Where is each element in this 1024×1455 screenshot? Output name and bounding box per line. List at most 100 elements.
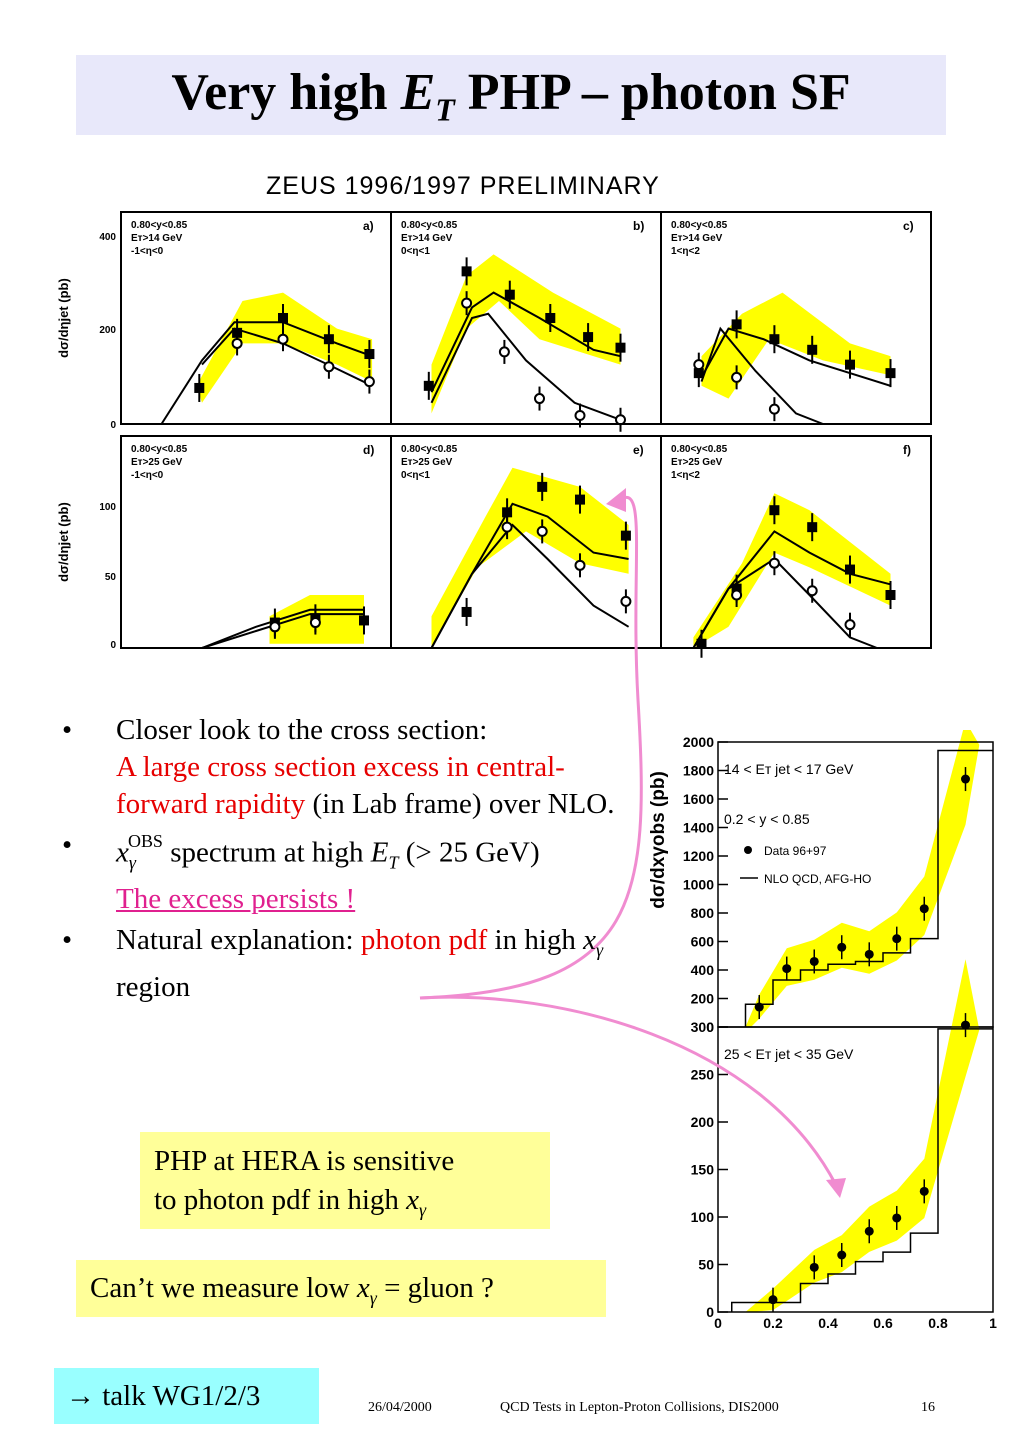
panel-label: Eт>14 GeV bbox=[131, 233, 183, 244]
panel-a: 0.80<y<0.85 Eт>14 GeV -1<η<0 a) bbox=[120, 211, 392, 425]
footer-title: QCD Tests in Lepton-Proton Collisions, D… bbox=[500, 1400, 779, 1415]
data-point-open bbox=[844, 619, 856, 631]
data-point-full bbox=[845, 359, 855, 370]
y-tick-label: 50 bbox=[698, 1257, 714, 1273]
nlo-band-b bbox=[431, 254, 621, 414]
data-point-open bbox=[768, 403, 780, 415]
data-point bbox=[919, 1186, 929, 1196]
arrow-to-xgamma bbox=[419, 995, 838, 1186]
data-point bbox=[892, 934, 902, 944]
bullet-1: • Closer look to the cross section: A la… bbox=[62, 714, 615, 820]
gluon-question: Can’t we measure low xγ = gluon ? bbox=[76, 1260, 606, 1317]
y-tick-label: 250 bbox=[691, 1067, 715, 1083]
xgamma-panel-bottom: 300 250 200 150 100 50 0 25 < Eт jet < 35 GeV bbox=[691, 959, 994, 1320]
panel-label: Eт>14 GeV bbox=[671, 233, 723, 244]
panel-f: 0.80<y<0.85 Eт>25 GeV 1<η<2 f) bbox=[660, 435, 932, 658]
nlo-curve-direct-f bbox=[692, 557, 878, 649]
data-point-open bbox=[768, 557, 780, 569]
data-point bbox=[809, 1262, 819, 1272]
range-label: 0.2 < y < 0.85 bbox=[724, 811, 810, 827]
excess-persists-link: The excess persists ! bbox=[116, 883, 356, 916]
nlo-band-a bbox=[196, 292, 373, 403]
panel-label: 0<η<1 bbox=[401, 470, 430, 481]
nlo-curve-direct-c bbox=[700, 326, 824, 425]
data-point-full bbox=[537, 481, 548, 492]
nlo-curve-full-a bbox=[160, 321, 373, 425]
data-point-full bbox=[194, 382, 205, 393]
x-tick-label: 0.4 bbox=[818, 1315, 838, 1331]
nlo-band-c bbox=[701, 292, 891, 399]
data-point-open bbox=[277, 333, 289, 345]
data-point-open bbox=[574, 559, 586, 571]
range-label: 25 < Eт jet < 35 GeV bbox=[724, 1046, 854, 1062]
y-tick-label: 200 bbox=[99, 325, 116, 336]
data-point-full bbox=[575, 494, 585, 505]
panel-id-label: d) bbox=[363, 443, 374, 457]
legend-data-marker bbox=[744, 846, 752, 854]
nlo-uncertainty-band bbox=[745, 730, 980, 1027]
data-point bbox=[919, 904, 929, 914]
y-tick-label: 1800 bbox=[683, 763, 714, 779]
y-axis-label: dσ/dηjet (pb) bbox=[56, 502, 71, 582]
arrow-head-down bbox=[826, 1178, 846, 1198]
y-tick-label: 1200 bbox=[683, 848, 714, 864]
data-point-full bbox=[461, 606, 472, 617]
y-tick-label: 400 bbox=[691, 962, 715, 978]
data-point bbox=[864, 1226, 874, 1236]
arrow-to-panel-e bbox=[419, 496, 643, 1000]
y-tick-label: 600 bbox=[691, 934, 715, 950]
x-tick-label: 0 bbox=[714, 1315, 722, 1331]
y-tick-label: 1000 bbox=[683, 877, 714, 893]
legend-data: Data 96+97 bbox=[764, 844, 827, 858]
data-point-full bbox=[359, 615, 369, 626]
y-tick-label: 200 bbox=[691, 991, 715, 1007]
panel-label: 0.80<y<0.85 bbox=[401, 444, 458, 455]
panel-label: 0.80<y<0.85 bbox=[131, 220, 188, 231]
data-point-full bbox=[423, 380, 434, 391]
data-point-open bbox=[363, 376, 375, 388]
title-box: Very high ET PHP – photon SF bbox=[76, 55, 946, 135]
data-point-open bbox=[731, 589, 743, 601]
data-point-full bbox=[323, 334, 334, 345]
data-point-full bbox=[502, 507, 513, 518]
data-point-open bbox=[269, 621, 281, 633]
data-point bbox=[961, 774, 970, 784]
data-point bbox=[754, 1002, 764, 1012]
data-point bbox=[768, 1295, 778, 1305]
bullet-list: • Closer look to the cross section: A la… bbox=[62, 712, 622, 1010]
nlo-histogram bbox=[744, 749, 993, 1027]
sensitivity-note: PHP at HERA is sensitive to photon pdf i… bbox=[140, 1132, 550, 1229]
data-point-open bbox=[501, 521, 513, 533]
x-tick-label: 0.2 bbox=[763, 1315, 783, 1331]
y-axis-label: dσ/dηjet (pb) bbox=[56, 278, 71, 358]
data-point-open bbox=[806, 585, 818, 597]
nlo-uncertainty-band bbox=[745, 959, 980, 1312]
panel-id-label: e) bbox=[633, 443, 644, 457]
zeus-eta-panels: 0.80<y<0.85 Eт>14 GeV -1<η<0 a) 0.80<y<0.85 E… bbox=[56, 211, 932, 658]
x-tick-label: 0.6 bbox=[873, 1315, 893, 1331]
y-tick-label: 0 bbox=[706, 1019, 714, 1035]
data-point-full bbox=[364, 349, 375, 360]
x-tick-label: 1 bbox=[989, 1315, 997, 1331]
nlo-curve-direct-d bbox=[201, 613, 364, 649]
bullet-2: • xγOBS spectrum at high ET (> 25 GeV) T… bbox=[62, 829, 540, 916]
data-point-full bbox=[504, 289, 515, 300]
panel-label: 0.80<y<0.85 bbox=[401, 220, 458, 231]
panel-id-label: c) bbox=[903, 219, 914, 233]
data-point-full bbox=[807, 522, 818, 533]
footer-page-number: 16 bbox=[921, 1400, 935, 1415]
y-tick-label: 0 bbox=[110, 640, 116, 651]
x-tick-label: 0.8 bbox=[928, 1315, 948, 1331]
xgamma-figure: 200018001600140012001000800600400200014 … bbox=[648, 730, 997, 1331]
y-axis-label: dσ/dxγobs (pb) bbox=[648, 771, 669, 909]
data-point-full bbox=[769, 505, 780, 516]
data-point-full bbox=[845, 564, 855, 575]
nlo-curve-full-b bbox=[430, 291, 621, 393]
data-point-full bbox=[696, 638, 707, 649]
y-tick-label: 150 bbox=[691, 1162, 715, 1178]
y-tick-label: 2000 bbox=[683, 734, 714, 750]
panel-label: -1<η<0 bbox=[131, 246, 164, 257]
slide-title: Very high ET PHP – photon SF bbox=[171, 64, 851, 128]
y-tick-label: 300 bbox=[691, 1019, 715, 1035]
